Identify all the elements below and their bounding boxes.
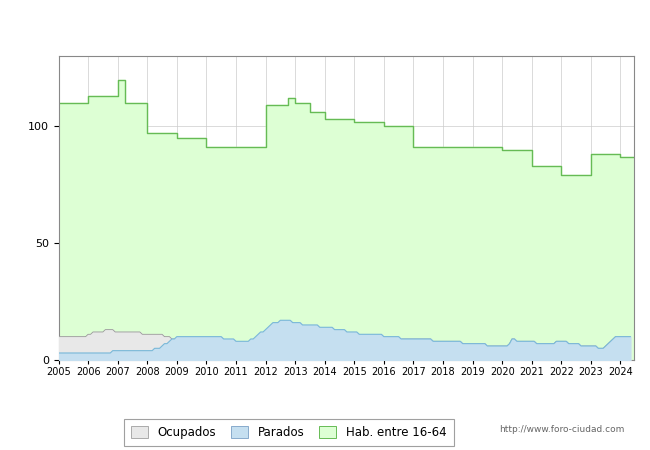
Text: http://www.foro-ciudad.com: http://www.foro-ciudad.com	[499, 425, 624, 434]
Legend: Ocupados, Parados, Hab. entre 16-64: Ocupados, Parados, Hab. entre 16-64	[124, 419, 454, 446]
Text: L'Argentera - Evolucion de la poblacion en edad de Trabajar Mayo de 2024: L'Argentera - Evolucion de la poblacion …	[76, 17, 574, 30]
